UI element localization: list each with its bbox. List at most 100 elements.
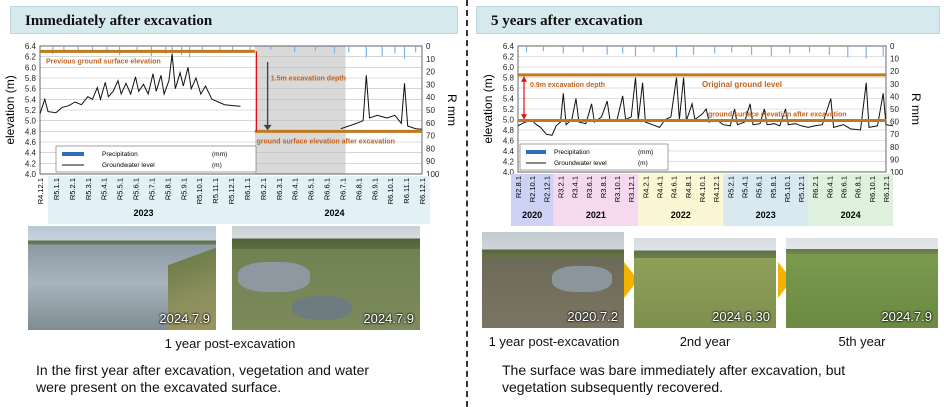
x-tick-label: R6.8.1 (354, 178, 363, 200)
x-tick-label: R6.11.1 (402, 178, 411, 204)
y-tick-label: 4.2 (25, 159, 37, 168)
precipitation-bar (808, 46, 811, 53)
y-axis-label: elevation (m) (481, 74, 495, 143)
y2-tick-label: 60 (890, 118, 899, 127)
y-tick-label: 5.4 (25, 95, 37, 104)
x-tick-label: R3.2.1 (556, 176, 565, 198)
x-tick-label: R2.12.1 (542, 176, 551, 202)
legend-groundwater-label: Groundwater level (554, 160, 607, 167)
legend-precipitation-swatch (526, 150, 546, 154)
y2-tick-label: 30 (890, 80, 899, 89)
precipitation-bar (201, 46, 203, 53)
y2-tick-label: 40 (890, 92, 899, 101)
legend-precipitation-label: Precipitation (554, 149, 590, 156)
precipitation-bar (106, 46, 108, 52)
x-tick-label: R6.1.1 (243, 178, 252, 200)
y-tick-label: 4.8 (25, 127, 37, 136)
x-tick-label: R5.1.1 (52, 178, 61, 200)
x-tick-label: R5.6.1 (132, 178, 141, 200)
x-tick-label: R4.2.1 (641, 176, 650, 198)
y-tick-label: 5.4 (503, 95, 515, 104)
y2-tick-label: 90 (426, 157, 435, 166)
x-tick-label: R4.10.1 (698, 176, 707, 202)
depth-arrowhead (263, 124, 272, 131)
right-title-banner: 5 years after excavation (476, 6, 940, 34)
left-description: In the first year after excavation, vege… (36, 362, 456, 396)
precipitation-bar (403, 46, 406, 59)
y-tick-label: 6.0 (25, 63, 37, 72)
left-description-line-1: In the first year after excavation, vege… (36, 362, 370, 378)
x-tick-label: R5.2.1 (68, 178, 77, 200)
precipitation-bar (847, 46, 849, 58)
year-label: 2023 (756, 210, 776, 220)
precipitation-bar (314, 46, 316, 52)
y-tick-label: 4.6 (503, 137, 515, 146)
y2-axis-label: R mm (445, 94, 459, 126)
precipitation-bar (270, 46, 272, 50)
y2-tick-label: 40 (426, 93, 435, 102)
x-tick-label: R3.4.1 (571, 176, 580, 198)
y2-tick-label: 70 (426, 132, 435, 141)
precipitation-bar (750, 46, 753, 55)
x-tick-label: R6.9.1 (370, 178, 379, 200)
precipitation-bar (63, 46, 65, 52)
depth-label: 0.9m excavation depth (530, 82, 605, 89)
year-band (723, 174, 809, 226)
photo-date: 2020.7.2 (567, 309, 618, 324)
precipitation-bar (692, 46, 695, 55)
precipitation-bar (622, 46, 624, 54)
original-surface-label: Original ground level (702, 80, 782, 89)
year-band (238, 176, 430, 224)
precipitation-bar (634, 46, 637, 57)
x-tick-label: R3.10.1 (613, 176, 622, 202)
x-tick-label: R5.12.1 (797, 176, 806, 202)
y-axis-label: elevation (m) (3, 75, 17, 144)
y-tick-label: 5.6 (503, 84, 515, 93)
y-tick-label: 4.6 (25, 138, 37, 147)
right-description-line-1: The surface was bare immediately after e… (502, 362, 846, 378)
y-tick-label: 4.0 (25, 170, 37, 179)
y2-tick-label: 20 (890, 67, 899, 76)
x-tick-label: R5.4.1 (100, 178, 109, 200)
after-surface-label: ground surface elevation after excavatio… (256, 138, 395, 145)
x-tick-label: R6.12.1 (882, 176, 891, 202)
y-tick-label: 4.8 (503, 126, 515, 135)
right-photo-caption-3: 5th year (838, 334, 886, 349)
legend-precipitation-unit: (mm) (212, 151, 227, 158)
groundwater-line (340, 75, 423, 130)
y2-tick-label: 80 (426, 144, 435, 153)
y2-tick-label: 60 (426, 119, 435, 128)
left-photo-caption: 1 year post-excavation (164, 336, 296, 351)
left-photo-2: 2024.7.9 (232, 226, 420, 330)
y-tick-label: 5.8 (503, 74, 515, 83)
precipitation-bar (675, 46, 678, 58)
y-tick-label: 5.0 (25, 117, 37, 126)
precipitation-bar (714, 46, 716, 54)
y-tick-label: 4.0 (503, 168, 515, 177)
legend-groundwater-unit: (m) (638, 160, 648, 167)
groundwater-line (39, 53, 241, 114)
x-tick-label: R5.3.1 (84, 178, 93, 200)
groundwater-line (517, 77, 894, 136)
y-tick-label: 5.2 (25, 106, 37, 115)
left-title-banner: Immediately after excavation (10, 6, 458, 34)
x-tick-label: R5.12.1 (227, 178, 236, 204)
precipitation-bar (865, 46, 867, 59)
y2-tick-label: 20 (426, 68, 435, 77)
year-label: 2023 (133, 208, 153, 218)
y-tick-label: 6.0 (503, 63, 515, 72)
x-tick-label: R5.8.1 (163, 178, 172, 200)
y2-tick-label: 10 (426, 55, 435, 64)
x-tick-label: R6.6.1 (323, 178, 332, 200)
x-tick-label: R5.10.1 (783, 176, 792, 202)
precipitation-bar (582, 46, 584, 53)
photo-date: 2024.6.30 (712, 309, 770, 324)
precipitation-bar (231, 46, 234, 50)
y-tick-label: 5.0 (503, 116, 515, 125)
x-tick-label: R5.9.1 (179, 178, 188, 200)
precipitation-bar (394, 46, 396, 54)
precipitation-bar (542, 46, 545, 52)
x-tick-label: R5.4.1 (740, 176, 749, 198)
y-tick-label: 4.2 (503, 158, 515, 167)
legend-precipitation-label: Precipitation (102, 151, 138, 158)
